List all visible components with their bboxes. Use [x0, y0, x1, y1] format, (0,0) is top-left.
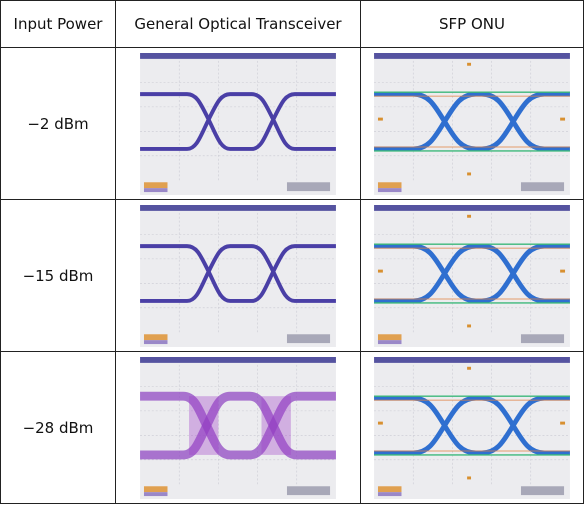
- image-cell: [361, 200, 584, 352]
- image-cell: [116, 48, 361, 200]
- eye-diagram: [140, 205, 336, 347]
- eye-diagram: [373, 357, 571, 499]
- eye-diagram: [373, 53, 571, 195]
- image-cell: [361, 352, 584, 504]
- image-cell: [116, 200, 361, 352]
- eye-diagram: [373, 205, 571, 347]
- header-row: Input Power General Optical Transceiver …: [1, 1, 584, 48]
- header-cell: SFP ONU: [361, 1, 584, 48]
- data-row: −28 dBm: [1, 352, 584, 504]
- comparison-table: Input Power General Optical Transceiver …: [0, 0, 584, 504]
- image-cell: [116, 352, 361, 504]
- power-cell: −28 dBm: [1, 352, 116, 504]
- eye-diagram: [140, 53, 336, 195]
- page: Input Power General Optical Transceiver …: [0, 0, 585, 512]
- power-cell: −2 dBm: [1, 48, 116, 200]
- data-row: −15 dBm: [1, 200, 584, 352]
- eye-diagram: [140, 357, 336, 499]
- power-cell: −15 dBm: [1, 200, 116, 352]
- data-row: −2 dBm: [1, 48, 584, 200]
- image-cell: [361, 48, 584, 200]
- header-cell: General Optical Transceiver: [116, 1, 361, 48]
- header-cell: Input Power: [1, 1, 116, 48]
